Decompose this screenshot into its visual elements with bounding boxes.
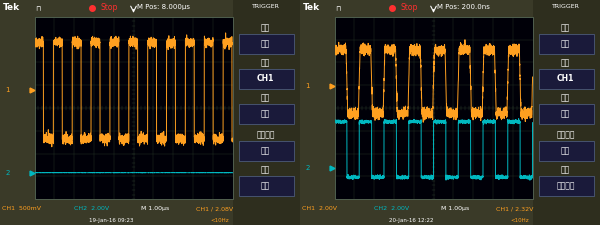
- Text: 斜率: 斜率: [261, 93, 270, 102]
- Bar: [335, 17, 533, 199]
- Text: 上升: 上升: [261, 109, 270, 118]
- Text: ┌┐: ┌┐: [335, 5, 343, 11]
- Text: 边沿: 边沿: [261, 39, 270, 48]
- Bar: [0, 199, 233, 225]
- Bar: [35, 17, 233, 199]
- Text: 边沿: 边沿: [561, 39, 570, 48]
- Text: TRIGGER: TRIGGER: [551, 4, 580, 9]
- Bar: [0, 0, 233, 17]
- Text: 信源: 信源: [261, 58, 270, 68]
- Text: M 1.00μs: M 1.00μs: [441, 206, 469, 211]
- Bar: [539, 176, 594, 196]
- Text: 耦合: 耦合: [261, 165, 270, 174]
- Text: 自动: 自动: [561, 146, 570, 155]
- Text: 触发方式: 触发方式: [556, 130, 575, 140]
- Text: 20-Jan-16 12:22: 20-Jan-16 12:22: [389, 218, 433, 223]
- Bar: [233, 0, 300, 225]
- Text: CH2  2.00V: CH2 2.00V: [373, 206, 409, 211]
- Text: M 1.00μs: M 1.00μs: [141, 206, 169, 211]
- Bar: [35, 17, 233, 199]
- Text: ┌┐: ┌┐: [35, 5, 43, 11]
- Bar: [239, 34, 294, 54]
- Text: CH1  2.00V: CH1 2.00V: [302, 206, 337, 211]
- Bar: [239, 104, 294, 124]
- Bar: [335, 17, 533, 199]
- Bar: [239, 176, 294, 196]
- Text: 噪音抑制: 噪音抑制: [556, 181, 575, 190]
- Bar: [539, 69, 594, 89]
- Text: CH1 / 2.08V: CH1 / 2.08V: [197, 206, 233, 211]
- Text: 斜率: 斜率: [561, 93, 570, 102]
- Text: 自动: 自动: [261, 146, 270, 155]
- Text: CH1: CH1: [257, 74, 274, 83]
- Bar: [239, 141, 294, 161]
- Text: 上升: 上升: [561, 109, 570, 118]
- Text: 1: 1: [5, 87, 10, 93]
- Bar: [539, 141, 594, 161]
- Text: M Pos: 8.000μs: M Pos: 8.000μs: [137, 4, 190, 10]
- Text: CH1: CH1: [557, 74, 574, 83]
- Text: 类型: 类型: [561, 24, 570, 33]
- Bar: [0, 0, 35, 225]
- Bar: [533, 0, 600, 225]
- Text: CH1 / 2.32V: CH1 / 2.32V: [497, 206, 534, 211]
- Text: 1: 1: [305, 83, 310, 89]
- Bar: [300, 0, 533, 17]
- Text: 触发方式: 触发方式: [256, 130, 275, 140]
- Text: M Pos: 200.0ns: M Pos: 200.0ns: [437, 4, 490, 10]
- Text: 2: 2: [5, 170, 10, 176]
- Text: 耦合: 耦合: [561, 165, 570, 174]
- Text: 信源: 信源: [561, 58, 570, 68]
- Text: Stop: Stop: [101, 3, 118, 12]
- Text: 2: 2: [305, 165, 310, 171]
- Bar: [539, 34, 594, 54]
- Text: <10Hz: <10Hz: [210, 218, 229, 223]
- Bar: [300, 0, 335, 225]
- Bar: [239, 69, 294, 89]
- Text: <10Hz: <10Hz: [510, 218, 529, 223]
- Bar: [539, 104, 594, 124]
- Text: 19-Jan-16 09:23: 19-Jan-16 09:23: [89, 218, 133, 223]
- Text: Tek: Tek: [3, 3, 20, 12]
- Bar: [300, 199, 533, 225]
- Text: 类型: 类型: [261, 24, 270, 33]
- Text: CH2  2.00V: CH2 2.00V: [74, 206, 109, 211]
- Text: TRIGGER: TRIGGER: [251, 4, 280, 9]
- Text: CH1  500mV: CH1 500mV: [1, 206, 41, 211]
- Text: Stop: Stop: [401, 3, 418, 12]
- Text: Tek: Tek: [303, 3, 320, 12]
- Text: 直流: 直流: [261, 181, 270, 190]
